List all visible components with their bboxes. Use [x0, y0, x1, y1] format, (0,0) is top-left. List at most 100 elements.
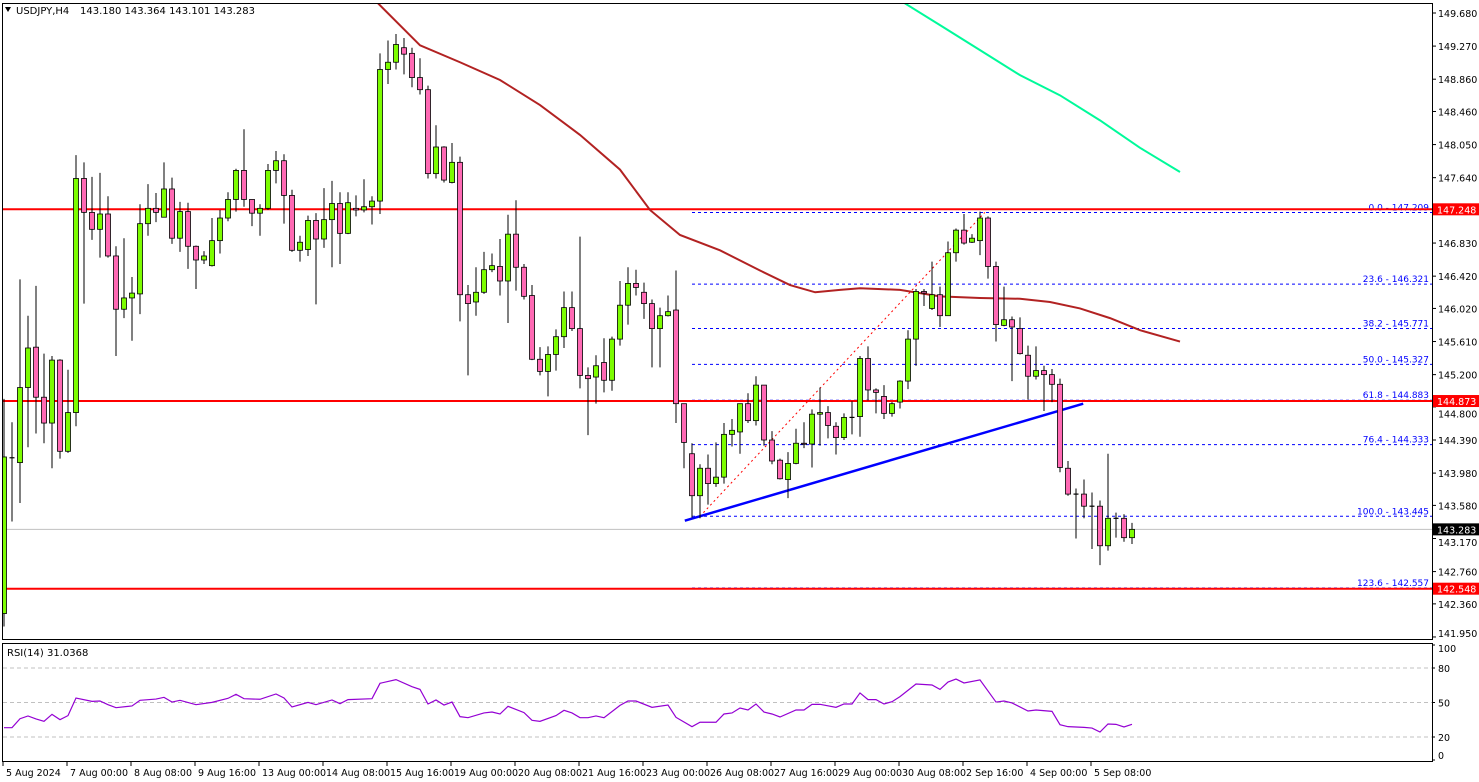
candle-body-bull: [721, 433, 727, 478]
rsi-label: RSI(14) 31.0368: [7, 648, 88, 659]
candle: [377, 53, 383, 214]
candle-body-bull: [809, 413, 815, 445]
candle-body-bull: [473, 291, 479, 303]
candle-body-bear: [465, 294, 471, 304]
candle: [89, 176, 95, 240]
time-tick-label: 5 Sep 08:00: [1094, 768, 1151, 779]
rsi-line: [4, 678, 1133, 733]
price-tick-label: 149.680: [1438, 9, 1477, 20]
main-panel[interactable]: [2, 3, 1433, 640]
candle-body-bull: [617, 304, 623, 340]
candle-body-bull: [545, 354, 551, 372]
candle-body-bull: [217, 217, 223, 242]
candle: [969, 234, 975, 244]
candle-body-bear: [681, 403, 687, 443]
price-level-tag-label: 144.873: [1437, 397, 1476, 408]
price-tick-label: 141.950: [1438, 629, 1477, 640]
candle: [641, 282, 647, 319]
candle-body-bull: [65, 412, 71, 452]
price-tick-label: 145.200: [1438, 371, 1477, 382]
price-level-tag: [1433, 395, 1479, 408]
candle: [809, 409, 815, 468]
time-tick-label: 23 Aug 00:00: [646, 768, 710, 779]
candle: [793, 428, 799, 465]
candle-body-bear: [641, 291, 647, 304]
candle-body-bull: [121, 297, 127, 310]
candle-body-bear: [1049, 374, 1055, 385]
candle: [201, 251, 207, 265]
candle: [105, 196, 111, 258]
candle: [665, 295, 671, 317]
candle-body-bear: [633, 283, 639, 288]
time-tick-label: 2 Sep 16:00: [966, 768, 1023, 779]
trendline[interactable]: [684, 402, 1084, 522]
candle: [801, 422, 807, 449]
candle: [17, 279, 23, 503]
candle-body-bull: [977, 217, 983, 242]
candle-body-bull: [1105, 517, 1111, 547]
candle: [785, 452, 791, 499]
candle-body-bear: [993, 266, 999, 325]
candle: [633, 269, 639, 296]
candle: [169, 177, 175, 244]
candle-body-bear: [649, 303, 655, 330]
candle-body-bull: [369, 200, 375, 208]
candle: [273, 151, 279, 184]
candle: [897, 380, 903, 409]
candle: [577, 236, 583, 389]
candle: [57, 359, 63, 459]
candle-body-bear: [193, 245, 199, 261]
candle: [305, 215, 311, 256]
candle-body-bear: [497, 266, 503, 282]
candle-body-bear: [761, 384, 767, 441]
candle: [1129, 522, 1135, 545]
candle: [449, 142, 455, 184]
candle: [145, 184, 151, 236]
price-tick-label: 144.800: [1438, 410, 1477, 421]
candle-body-bull: [449, 161, 455, 183]
candle-body-bull: [737, 403, 743, 433]
candle-body-bull: [1129, 528, 1135, 539]
candle-body-bull: [97, 213, 103, 230]
candle: [249, 199, 255, 227]
candle: [825, 406, 831, 439]
time-tick-label: 30 Aug 08:00: [902, 768, 966, 779]
time-tick-label: 15 Aug 16:00: [390, 768, 454, 779]
candle-body-bull: [953, 229, 959, 254]
candle-body-bear: [249, 199, 255, 214]
candle: [1089, 492, 1095, 549]
candle: [681, 403, 687, 469]
triangle-down-icon[interactable]: [5, 7, 11, 12]
candle: [49, 356, 55, 469]
fib-level-label: 38.2 - 145.771: [1363, 320, 1429, 330]
candle: [393, 33, 399, 70]
candle-body-bull: [209, 240, 215, 267]
price-tick-label: 149.270: [1438, 42, 1477, 53]
candle: [313, 213, 319, 305]
candle-body-bull: [945, 252, 951, 317]
candle: [865, 346, 871, 401]
candle-body-bear: [705, 467, 711, 484]
candle: [721, 423, 727, 484]
candle: [41, 353, 47, 444]
candle-body-bull: [329, 203, 335, 221]
candle: [409, 47, 415, 88]
candle: [137, 204, 143, 315]
candle: [769, 431, 775, 465]
candle-body-bull: [785, 463, 791, 480]
candle-body-bear: [825, 412, 831, 426]
candle-body-bull: [609, 338, 615, 381]
rsi-tick-label: 50: [1438, 699, 1450, 710]
candle-body-bear: [441, 146, 447, 181]
candle-body-bear: [961, 229, 967, 244]
price-tick-label: 142.760: [1438, 568, 1477, 579]
candle: [609, 336, 615, 391]
candle: [873, 388, 879, 414]
time-tick-label: 26 Aug 08:00: [710, 768, 774, 779]
candle: [337, 192, 343, 265]
candle: [585, 367, 591, 436]
candle-body-bull: [177, 211, 183, 239]
moving-average-slow: [377, 4, 1181, 343]
candle-body-bear: [673, 309, 679, 405]
